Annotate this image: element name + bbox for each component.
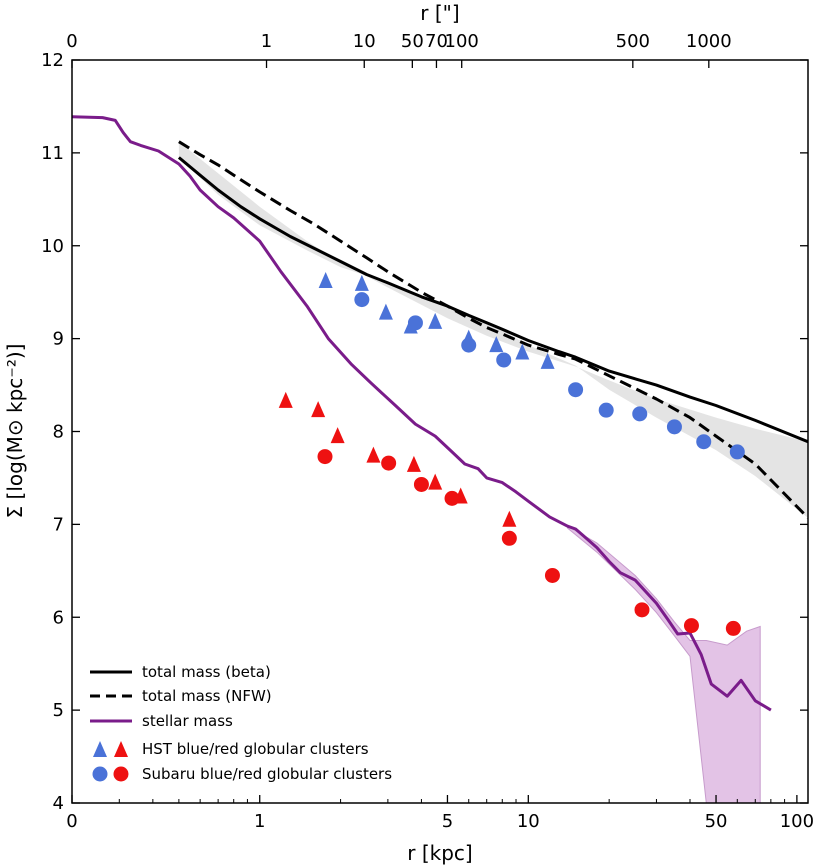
hst-red-gc-point	[428, 473, 443, 490]
hst-red-gc-point	[330, 427, 345, 444]
y-tick-label: 5	[53, 700, 64, 721]
subaru-red-gc-point	[634, 602, 650, 618]
top-tick-label: 500	[616, 31, 650, 52]
legend-label-nfw: total mass (NFW)	[142, 687, 272, 705]
hst-blue-gc-point	[515, 343, 530, 360]
hst-red-gc-point	[311, 401, 326, 418]
x-tick-label: 5	[442, 811, 453, 832]
hst-red-gc-point	[502, 510, 517, 527]
x-tick-label: 0	[66, 811, 77, 832]
y-tick-label: 8	[53, 422, 64, 443]
y-tick-label: 6	[53, 607, 64, 628]
hst-blue-gc-point	[318, 272, 333, 289]
legend-blue-circle	[92, 766, 108, 782]
legend-label-subaru: Subaru blue/red globular clusters	[142, 765, 392, 783]
hst-red-gc-point	[406, 455, 421, 472]
hst-blue-gc-point	[378, 303, 393, 320]
stellar-mass-band	[567, 525, 761, 803]
legend-blue-triangle	[93, 741, 107, 757]
subaru-blue-gc-point	[354, 292, 370, 308]
top-tick-label: 70	[425, 31, 448, 52]
top-tick-label: 10	[353, 31, 376, 52]
y-tick-label: 9	[53, 329, 64, 350]
subaru-red-gc-point	[683, 618, 699, 634]
legend-red-triangle	[114, 741, 128, 757]
series-line-stellar-mass	[72, 115, 772, 712]
subaru-red-gc-point	[413, 476, 429, 492]
hst-blue-gc-point	[540, 352, 555, 369]
subaru-red-gc-point	[381, 455, 397, 471]
x-tick-label: 10	[517, 811, 540, 832]
subaru-red-gc-point	[317, 449, 333, 465]
top-tick-label: 1	[261, 31, 272, 52]
subaru-blue-gc-point	[632, 406, 648, 422]
legend-label-hst: HST blue/red globular clusters	[142, 740, 369, 758]
subaru-red-gc-point	[544, 567, 560, 583]
subaru-blue-gc-point	[729, 444, 745, 460]
x-tick-label: 50	[705, 811, 728, 832]
x-tick-label: 100	[780, 811, 814, 832]
top-tick-label: 1000	[686, 31, 732, 52]
hst-blue-gc-point	[354, 274, 369, 291]
hst-blue-gc-point	[489, 336, 504, 353]
y-tick-label: 7	[53, 514, 64, 535]
legend-label-stellar: stellar mass	[142, 712, 233, 730]
top-tick-label: 0	[66, 31, 77, 52]
subaru-red-gc-point	[501, 530, 517, 546]
subaru-blue-gc-point	[568, 382, 584, 398]
y-tick-label: 10	[41, 236, 64, 257]
hst-red-gc-point	[366, 446, 381, 463]
x-axis-title: r [kpc]	[407, 841, 472, 865]
subaru-blue-gc-point	[461, 337, 477, 353]
legend-red-circle	[113, 766, 129, 782]
x-tick-label: 1	[254, 811, 265, 832]
top-tick-label: 50	[401, 31, 424, 52]
subaru-red-gc-point	[725, 620, 741, 636]
top-axis-title: r ["]	[420, 1, 459, 25]
y-tick-label: 12	[41, 50, 64, 71]
subaru-red-gc-point	[444, 490, 460, 506]
legend: total mass (beta) total mass (NFW) stell…	[90, 663, 392, 783]
subaru-blue-gc-point	[696, 434, 712, 450]
subaru-blue-gc-point	[496, 352, 512, 368]
y-tick-label: 4	[53, 793, 64, 814]
plot-frame	[71, 59, 809, 804]
hst-blue-gc-point	[428, 312, 443, 329]
y-tick-label: 11	[41, 143, 64, 164]
plot-area	[72, 115, 808, 803]
legend-label-beta: total mass (beta)	[142, 663, 271, 681]
subaru-blue-gc-point	[598, 402, 614, 418]
top-tick-label: 100	[445, 31, 479, 52]
hst-red-gc-point	[278, 391, 293, 408]
series-line-total-mass-nfw-	[178, 140, 808, 519]
subaru-blue-gc-point	[407, 315, 423, 331]
subaru-blue-gc-point	[666, 419, 682, 435]
y-axis-title: Σ [log(M⊙ kpc⁻²)]	[3, 344, 27, 519]
